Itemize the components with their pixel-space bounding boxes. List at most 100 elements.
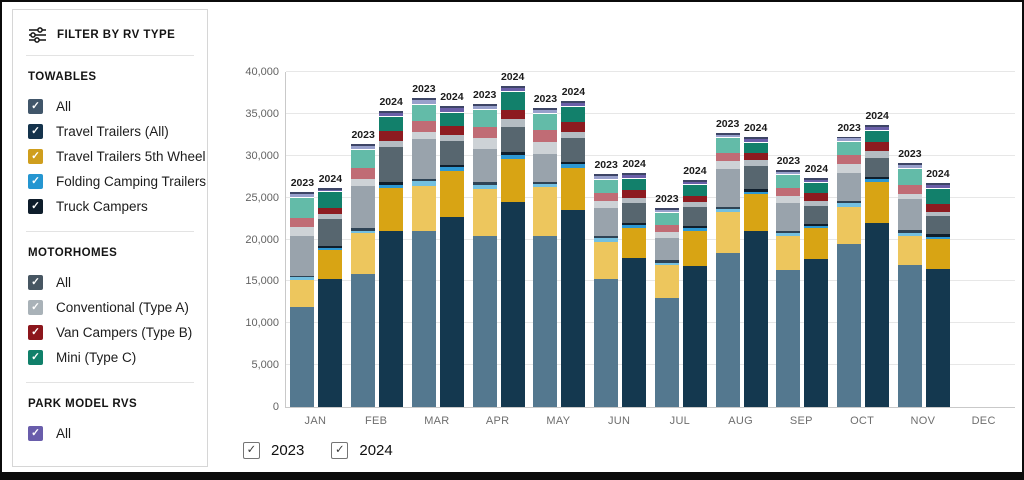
bar-segment-travel-trailers-all[interactable]: [925, 269, 950, 407]
bar-segment-travel-trailers-5th-wheel[interactable]: [533, 187, 558, 236]
bar-segment-folding-camping-trailers[interactable]: [561, 164, 586, 169]
bar-segment-folding-camping-trailers[interactable]: [594, 238, 619, 242]
year-checkbox-2023[interactable]: ✓: [243, 442, 260, 459]
bar-segment-conventional-type-a[interactable]: [594, 201, 619, 208]
bar-segment-van-campers-type-b[interactable]: [594, 192, 619, 202]
bar-segment-folding-camping-trailers[interactable]: [351, 230, 376, 234]
bar-segment-folding-camping-trailers[interactable]: [472, 184, 497, 189]
stacked-bar-jan-2024[interactable]: [318, 187, 343, 407]
bar-segment-mini-type-c[interactable]: [439, 112, 464, 126]
bar-segment-travel-trailers-all[interactable]: [776, 269, 801, 407]
bar-segment-mini-type-c[interactable]: [804, 182, 829, 193]
bar-segment-conventional-type-a[interactable]: [622, 197, 647, 203]
bar-segment-park-model-rvs-all[interactable]: [715, 135, 740, 139]
bar-segment-van-campers-type-b[interactable]: [837, 155, 862, 165]
bar-segment-folding-camping-trailers[interactable]: [411, 181, 436, 186]
bar-segment-mini-type-c[interactable]: [865, 130, 890, 142]
bar-segment-conventional-type-a[interactable]: [925, 211, 950, 217]
bar-segment-park-model-rvs-all[interactable]: [594, 176, 619, 180]
bar-segment-truck-campers[interactable]: [351, 228, 376, 231]
bar-segment-mini-type-c[interactable]: [500, 92, 525, 110]
bar-segment-travel-trailers-all[interactable]: [715, 253, 740, 407]
stacked-bar-apr-2024[interactable]: [500, 86, 525, 407]
filter-item-motorhomes-mini-type-c[interactable]: ✓ Mini (Type C): [26, 345, 194, 370]
bar-segment-van-campers-type-b[interactable]: [561, 121, 586, 132]
stacked-bar-oct-2024[interactable]: [865, 124, 890, 407]
bar-segment-folding-camping-trailers[interactable]: [379, 184, 404, 189]
bar-segment-van-campers-type-b[interactable]: [776, 187, 801, 197]
bar-segment-truck-campers[interactable]: [804, 223, 829, 226]
bar-segment-travel-trailers-5th-wheel[interactable]: [500, 158, 525, 203]
stacked-bar-apr-2023[interactable]: [472, 103, 497, 407]
bar-segment-folding-camping-trailers[interactable]: [533, 184, 558, 188]
bar-segment-truck-campers[interactable]: [533, 181, 558, 185]
bar-segment-motorhomes-all[interactable]: [682, 206, 707, 226]
filter-item-park-model-rvs-all[interactable]: ✓ All: [26, 421, 194, 446]
bar-segment-van-campers-type-b[interactable]: [804, 192, 829, 202]
bar-segment-travel-trailers-5th-wheel[interactable]: [379, 188, 404, 232]
bar-segment-travel-trailers-all[interactable]: [318, 279, 343, 407]
stacked-bar-may-2023[interactable]: [533, 108, 558, 407]
bar-segment-motorhomes-all[interactable]: [594, 207, 619, 236]
bar-segment-van-campers-type-b[interactable]: [318, 207, 343, 215]
bar-segment-van-campers-type-b[interactable]: [351, 167, 376, 180]
bar-segment-van-campers-type-b[interactable]: [622, 190, 647, 198]
bar-segment-conventional-type-a[interactable]: [776, 196, 801, 203]
bar-segment-folding-camping-trailers[interactable]: [715, 209, 740, 212]
bar-segment-truck-campers[interactable]: [897, 230, 922, 233]
bar-segment-folding-camping-trailers[interactable]: [804, 226, 829, 229]
bar-segment-conventional-type-a[interactable]: [533, 141, 558, 155]
bar-segment-park-model-rvs-all[interactable]: [472, 105, 497, 110]
filter-item-towables-all[interactable]: ✓ All: [26, 94, 194, 119]
bar-segment-motorhomes-all[interactable]: [500, 126, 525, 153]
stacked-bar-jul-2024[interactable]: [682, 180, 707, 407]
stacked-bar-sep-2024[interactable]: [804, 177, 829, 407]
checkbox-travel-trailers-5th-wheel[interactable]: ✓: [28, 149, 43, 164]
bar-segment-travel-trailers-5th-wheel[interactable]: [351, 233, 376, 274]
bar-segment-travel-trailers-5th-wheel[interactable]: [622, 227, 647, 258]
stacked-bar-feb-2024[interactable]: [379, 111, 404, 407]
bar-segment-travel-trailers-all[interactable]: [837, 244, 862, 407]
bar-segment-park-model-rvs-all[interactable]: [743, 139, 768, 143]
stacked-bar-jul-2023[interactable]: [654, 207, 679, 407]
filter-item-towables-travel-trailers-5th-wheel[interactable]: ✓ Travel Trailers 5th Wheel: [26, 144, 206, 169]
bar-segment-van-campers-type-b[interactable]: [533, 129, 558, 142]
bar-segment-mini-type-c[interactable]: [318, 192, 343, 208]
stacked-bar-nov-2024[interactable]: [925, 183, 950, 407]
bar-segment-mini-type-c[interactable]: [654, 213, 679, 225]
bar-segment-mini-type-c[interactable]: [897, 169, 922, 186]
filter-item-motorhomes-conventional-type-a[interactable]: ✓ Conventional (Type A): [26, 295, 194, 320]
bar-segment-park-model-rvs-all[interactable]: [351, 146, 376, 151]
bar-segment-truck-campers[interactable]: [500, 152, 525, 155]
bar-segment-motorhomes-all[interactable]: [379, 147, 404, 183]
bar-segment-park-model-rvs-all[interactable]: [897, 165, 922, 170]
bar-segment-motorhomes-all[interactable]: [837, 172, 862, 201]
bar-segment-park-model-rvs-all[interactable]: [925, 185, 950, 189]
bar-segment-mini-type-c[interactable]: [776, 175, 801, 188]
bar-segment-truck-campers[interactable]: [594, 235, 619, 239]
checkbox-truck-campers[interactable]: ✓: [28, 199, 43, 214]
bar-segment-travel-trailers-5th-wheel[interactable]: [411, 185, 436, 232]
bar-segment-park-model-rvs-all[interactable]: [318, 189, 343, 193]
bar-segment-travel-trailers-all[interactable]: [411, 231, 436, 407]
checkbox-folding-camping-trailers[interactable]: ✓: [28, 174, 43, 189]
bar-segment-folding-camping-trailers[interactable]: [654, 262, 679, 266]
bar-segment-conventional-type-a[interactable]: [743, 160, 768, 166]
bar-segment-van-campers-type-b[interactable]: [925, 203, 950, 212]
stacked-bar-feb-2023[interactable]: [351, 144, 376, 407]
bar-segment-motorhomes-all[interactable]: [776, 202, 801, 231]
stacked-bar-jan-2023[interactable]: [290, 191, 315, 407]
bar-segment-folding-camping-trailers[interactable]: [925, 236, 950, 240]
bar-segment-mini-type-c[interactable]: [715, 138, 740, 153]
bar-segment-van-campers-type-b[interactable]: [439, 125, 464, 135]
bar-segment-truck-campers[interactable]: [379, 182, 404, 185]
bar-segment-mini-type-c[interactable]: [379, 116, 404, 131]
stacked-bar-mar-2023[interactable]: [411, 97, 436, 407]
bar-segment-park-model-rvs-all[interactable]: [439, 108, 464, 113]
stacked-bar-aug-2023[interactable]: [715, 133, 740, 407]
bar-segment-van-campers-type-b[interactable]: [379, 130, 404, 141]
bar-segment-motorhomes-all[interactable]: [804, 206, 829, 224]
bar-segment-park-model-rvs-all[interactable]: [776, 171, 801, 176]
bar-segment-mini-type-c[interactable]: [290, 197, 315, 219]
bar-segment-mini-type-c[interactable]: [743, 142, 768, 153]
